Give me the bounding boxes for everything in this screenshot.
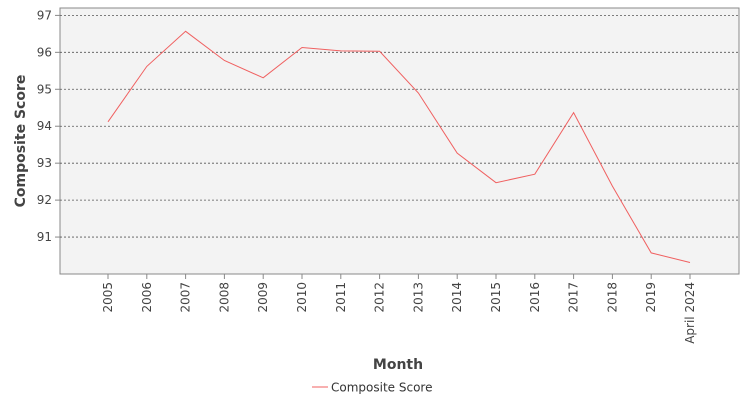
x-tick-label: 2012 (373, 282, 387, 313)
x-tick-label: 2007 (179, 282, 193, 313)
plot-area (59, 7, 740, 275)
y-tick-label: 96 (37, 45, 52, 59)
x-tick-label: 2018 (605, 282, 619, 313)
x-tick-label: 2019 (644, 282, 658, 313)
y-tick-label: 92 (37, 193, 52, 207)
x-tick-label: April 2024 (683, 282, 697, 344)
x-tick-label: 2016 (528, 282, 542, 313)
x-tick-label: 2005 (101, 282, 115, 313)
x-tick-label: 2006 (140, 282, 154, 313)
x-tick-label: 2010 (295, 282, 309, 313)
x-tick-label: 2011 (334, 282, 348, 313)
y-tick-label: 93 (37, 156, 52, 170)
x-tick-label: 2014 (450, 282, 464, 313)
y-tick-label: 95 (37, 82, 52, 96)
y-axis-ticks: 91 92 93 94 95 96 97 (37, 8, 60, 244)
x-tick-label: 2008 (217, 282, 231, 313)
x-tick-label: 2015 (489, 282, 503, 313)
x-tick-label: 2009 (256, 282, 270, 313)
series-line (107, 30, 691, 263)
y-tick-label: 94 (37, 119, 52, 133)
x-axis-title: Month (373, 357, 423, 373)
y-axis-title: Composite Score (13, 75, 29, 208)
y-tick-label: 97 (37, 8, 52, 22)
x-tick-label: 2013 (411, 282, 425, 313)
gridlines (60, 14, 739, 238)
x-tick-label: 2017 (567, 282, 581, 313)
legend-label: Composite Score (331, 381, 432, 395)
x-axis-ticks: 2005 2006 2007 2008 2009 2010 2011 2012 2013 2014… (101, 274, 697, 344)
legend: Composite Score (312, 381, 432, 395)
y-tick-label: 91 (37, 230, 52, 244)
series-lines (107, 30, 691, 263)
